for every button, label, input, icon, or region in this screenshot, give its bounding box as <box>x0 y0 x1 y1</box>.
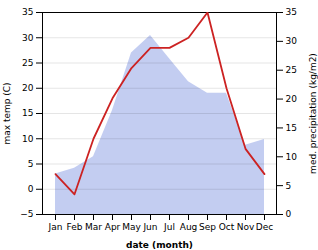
svg-text:−5: −5 <box>20 209 33 219</box>
svg-text:May: May <box>122 222 141 232</box>
svg-text:Jun: Jun <box>142 222 157 232</box>
svg-text:Dec: Dec <box>256 222 273 232</box>
svg-text:Mar: Mar <box>85 222 102 232</box>
svg-text:25: 25 <box>22 58 33 68</box>
svg-text:Apr: Apr <box>105 222 121 232</box>
svg-text:35: 35 <box>286 7 297 17</box>
svg-text:0: 0 <box>28 184 34 194</box>
svg-text:30: 30 <box>286 36 298 46</box>
svg-text:Aug: Aug <box>180 222 198 232</box>
svg-text:20: 20 <box>286 94 298 104</box>
svg-text:Oct: Oct <box>219 222 235 232</box>
svg-text:10: 10 <box>286 152 298 162</box>
svg-text:0: 0 <box>286 209 292 219</box>
svg-text:Nov: Nov <box>237 222 255 232</box>
svg-text:5: 5 <box>286 181 292 191</box>
svg-text:date (month): date (month) <box>126 240 193 250</box>
svg-text:Sep: Sep <box>199 222 216 232</box>
svg-text:Jan: Jan <box>48 222 63 232</box>
svg-text:15: 15 <box>22 108 33 118</box>
svg-text:15: 15 <box>286 123 297 133</box>
svg-text:10: 10 <box>22 134 34 144</box>
svg-text:Jul: Jul <box>163 222 175 232</box>
svg-text:35: 35 <box>22 7 33 17</box>
svg-text:25: 25 <box>286 65 297 75</box>
svg-text:med. precipitation (kg/m2): med. precipitation (kg/m2) <box>308 53 318 174</box>
svg-text:max temp (C): max temp (C) <box>2 82 12 144</box>
svg-text:30: 30 <box>22 33 34 43</box>
svg-text:20: 20 <box>22 83 34 93</box>
svg-text:5: 5 <box>28 159 34 169</box>
svg-text:Feb: Feb <box>67 222 83 232</box>
